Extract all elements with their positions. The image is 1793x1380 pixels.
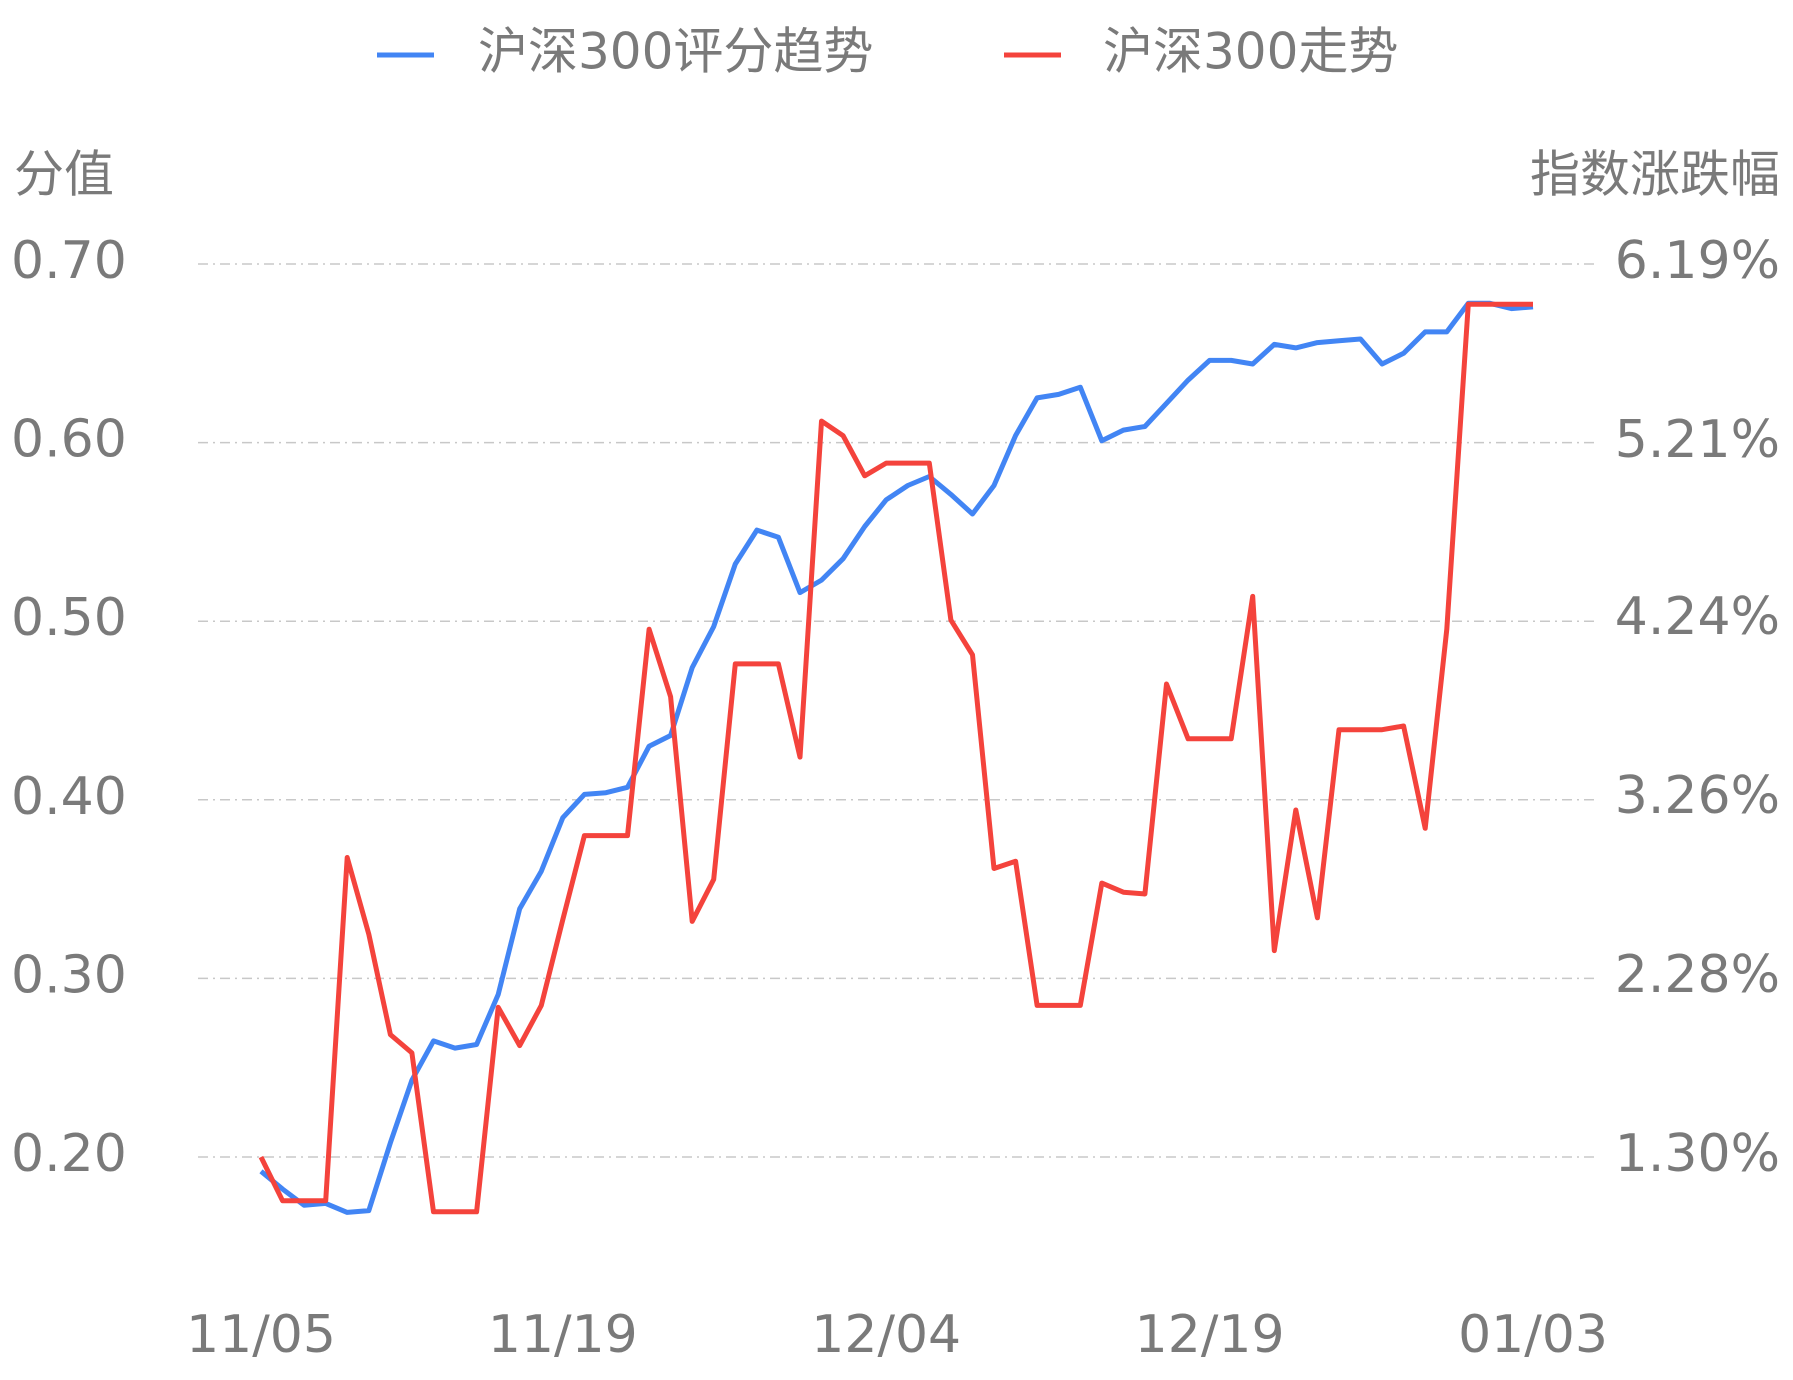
y-tick-label: 0.30: [11, 945, 127, 1005]
y-tick-label: 0.20: [11, 1124, 127, 1184]
series-line: [259, 300, 1534, 1215]
legend-label: 沪深300评分趋势: [478, 23, 873, 81]
y2-tick-label: 1.30%: [1615, 1124, 1780, 1184]
y-tick-label: 0.50: [11, 588, 127, 648]
x-tick-label: 12/19: [1135, 1305, 1285, 1365]
x-tick-label: 01/03: [1458, 1305, 1608, 1365]
y-tick-label: 0.40: [11, 767, 127, 827]
y2-axis-title: 指数涨跌幅: [1530, 146, 1780, 204]
x-tick-label: 11/19: [488, 1305, 638, 1365]
legend-label: 沪深300走势: [1103, 23, 1398, 81]
y-axis-title: 分值: [14, 146, 114, 204]
series-line: [258, 301, 1533, 1215]
y2-tick-label: 2.28%: [1615, 945, 1780, 1005]
y2-tick-label: 5.21%: [1615, 410, 1780, 470]
y2-tick-label: 6.19%: [1615, 231, 1780, 291]
y2-tick-label: 4.24%: [1615, 587, 1780, 647]
y2-tick-label: 3.26%: [1615, 766, 1780, 826]
x-tick-label: 12/04: [811, 1305, 961, 1365]
y-tick-label: 0.70: [11, 231, 127, 291]
y-tick-label: 0.60: [11, 410, 127, 470]
x-tick-label: 11/05: [186, 1305, 336, 1365]
